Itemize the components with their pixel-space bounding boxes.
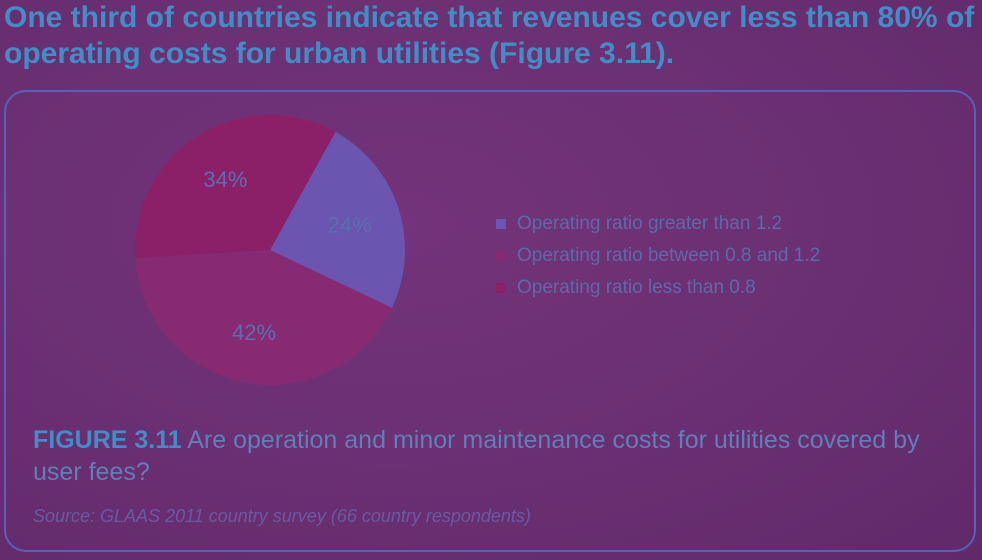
pie-slice-2 — [135, 250, 392, 385]
pie-label-2: 42% — [232, 320, 276, 345]
chart-legend: Operating ratio greater than 1.2 Operatin… — [496, 208, 916, 304]
legend-label: Operating ratio less than 0.8 — [517, 277, 756, 298]
legend-label: Operating ratio between 0.8 and 1.2 — [517, 245, 821, 266]
legend-label: Operating ratio greater than 1.2 — [517, 213, 783, 234]
pie-slice-1 — [270, 131, 405, 308]
legend-swatch — [496, 219, 506, 229]
figure-number: FIGURE 3.11 — [33, 426, 182, 454]
source-note: Source: GLAAS 2011 country survey (66 co… — [33, 506, 531, 526]
pie-labels: 24% 42% 34% — [203, 167, 371, 345]
headline: One third of countries indicate that rev… — [4, 1, 975, 70]
pie-slice-3 — [135, 114, 336, 259]
legend-item-1: Operating ratio greater than 1.2 — [496, 208, 916, 240]
pie-label-3: 34% — [203, 167, 247, 192]
figure-caption-text: Are operation and minor maintenance cost… — [33, 426, 920, 486]
legend-swatch — [496, 283, 506, 293]
legend-swatch — [496, 251, 506, 261]
pie-chart: 24% 42% 34% — [135, 114, 405, 385]
pie-slices — [135, 114, 405, 385]
figure-caption: FIGURE 3.11 Are operation and minor main… — [33, 424, 953, 488]
legend-item-3: Operating ratio less than 0.8 — [496, 272, 916, 304]
figure-panel — [4, 90, 976, 552]
legend-item-2: Operating ratio between 0.8 and 1.2 — [496, 240, 916, 272]
pie-label-1: 24% — [328, 212, 372, 237]
